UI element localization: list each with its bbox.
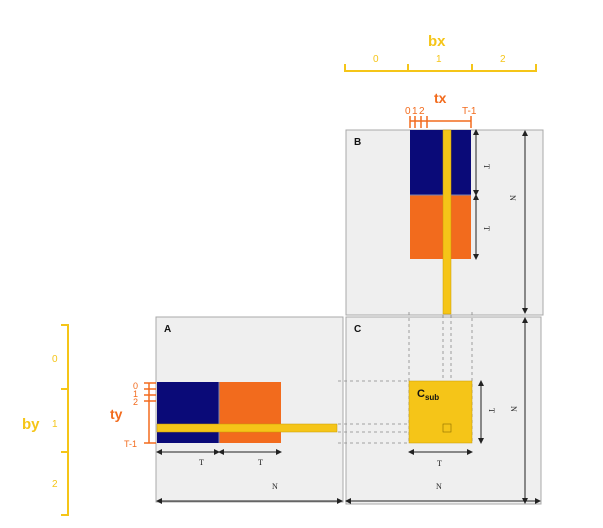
matrix-b-dim-t2: T	[482, 226, 491, 231]
ty-label: ty	[110, 406, 123, 422]
matrix-b-tile-orange	[410, 195, 471, 259]
matrix-c-dim-n-vertical: N	[509, 406, 518, 412]
c-sub-element	[442, 423, 452, 433]
matrix-b-tile-navy	[410, 130, 471, 195]
matrix-b-dim-n: N	[508, 195, 517, 201]
bx-tick-0: 0	[373, 54, 379, 65]
c-sub-tile	[408, 380, 473, 444]
matrix-a-dim-n: N	[272, 482, 278, 491]
by-tick-2: 2	[52, 479, 58, 490]
tx-tick-0: 0	[405, 106, 411, 117]
matrix-c-dimensions	[345, 317, 541, 504]
matrix-b-dimensions	[473, 129, 528, 314]
by-tick-1: 1	[52, 419, 58, 430]
bx-tick-1: 1	[436, 54, 442, 65]
by-label: by	[22, 416, 40, 433]
bx-label: bx	[428, 33, 446, 50]
bx-tick-2: 2	[500, 54, 506, 65]
matrix-c-dim-t-vertical: T	[487, 408, 496, 413]
matrix-a-tile-orange	[219, 382, 281, 443]
tx-tick-1: 1	[412, 106, 418, 117]
bx-axis	[344, 64, 537, 72]
by-tick-0: 0	[52, 354, 58, 365]
ty-tick-1: 1	[133, 389, 138, 399]
ty-tick-0: 0	[133, 381, 138, 391]
matrix-a-dim-t2: T	[258, 458, 263, 467]
matrix-c-dim-n-horizontal: N	[436, 482, 442, 491]
matrix-a-label: A	[164, 324, 171, 335]
tx-label: tx	[434, 90, 447, 106]
tx-tick-last: T-1	[462, 106, 477, 117]
matrix-b-dim-t1: T	[482, 164, 491, 169]
ty-tick-2: 2	[133, 397, 138, 407]
by-axis	[61, 324, 69, 516]
ty-bracket	[144, 382, 156, 444]
matrix-a-tile-navy	[157, 382, 219, 443]
matrix-a-row-strip	[156, 423, 338, 433]
matrix-a-dimensions	[156, 449, 343, 504]
matrix-b-column-strip	[442, 129, 452, 315]
tx-tick-2: 2	[419, 106, 425, 117]
c-sub-label: Csub	[417, 388, 439, 402]
ty-tick-last: T-1	[124, 439, 137, 449]
matrix-b-label: B	[354, 137, 361, 148]
matrix-a-dim-t1: T	[199, 458, 204, 467]
matrix-c-label: C	[354, 324, 361, 335]
matrix-c-dim-t-horizontal: T	[437, 459, 442, 468]
tx-bracket	[409, 116, 472, 128]
